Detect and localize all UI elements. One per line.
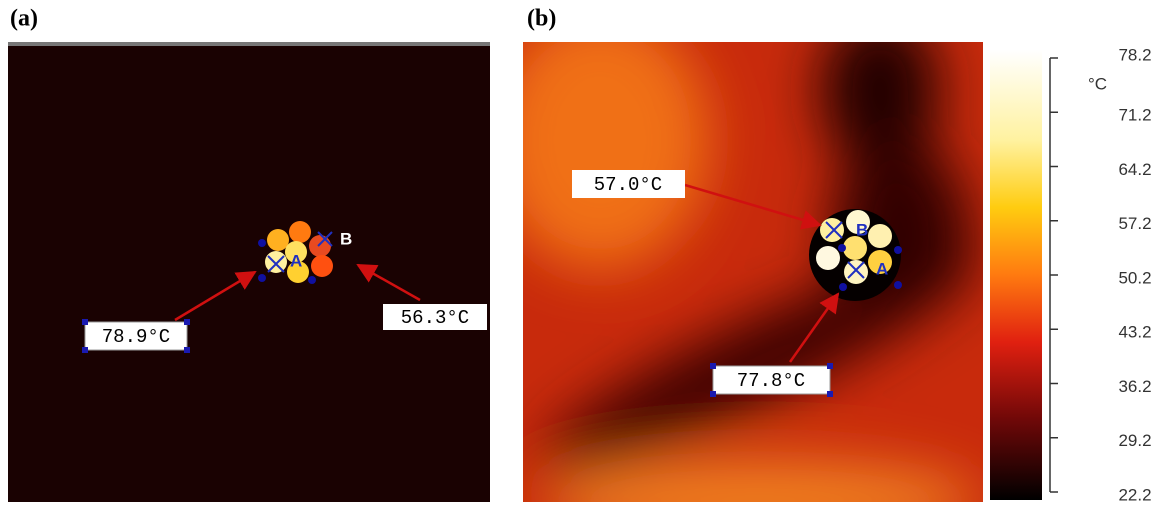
- tick-label: 36.2: [1118, 377, 1151, 396]
- tick-label: 29.2: [1118, 431, 1151, 450]
- tick-label: 50.2: [1118, 268, 1151, 287]
- tick-label: 78.2: [1118, 45, 1151, 64]
- point-label: B: [856, 220, 868, 239]
- tick-label: 43.2: [1118, 323, 1151, 342]
- colorbar-unit: °C: [1088, 74, 1107, 93]
- panel-label: (a): [10, 6, 38, 32]
- temperature-annotation: 78.9°C: [102, 326, 170, 348]
- thermal-image-b: B A 57.0°C 77.8°C: [490, 10, 994, 511]
- colorbar-ticks: 78.2 71.2 64.2 57.2 50.2 43.2 36.2 29.2 22.2: [1050, 45, 1152, 504]
- figure: (a) (b) A B 78.9°C 56.3°C: [0, 0, 1168, 511]
- tick-label: 64.2: [1118, 160, 1151, 179]
- point-label: A: [876, 259, 888, 278]
- tick-label: 71.2: [1118, 106, 1151, 125]
- temperature-annotation: 77.8°C: [737, 370, 805, 392]
- tick-label: 57.2: [1118, 214, 1151, 233]
- temperature-annotation: 57.0°C: [594, 174, 662, 196]
- temperature-annotation: 56.3°C: [401, 307, 469, 329]
- tick-label: 22.2: [1118, 485, 1151, 504]
- point-label: B: [340, 229, 352, 248]
- point-label: A: [290, 251, 302, 270]
- colorbar: [990, 50, 1042, 500]
- panel-label: (b): [527, 6, 556, 32]
- thermal-image-a: A B 78.9°C 56.3°C: [8, 42, 490, 502]
